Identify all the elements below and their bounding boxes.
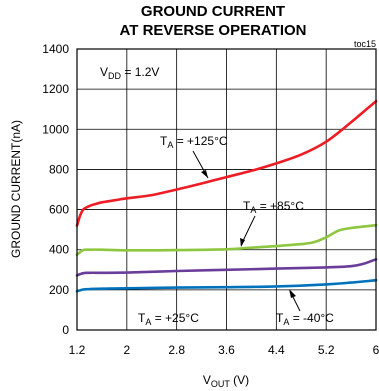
x-axis-label: VOUT (V) (203, 373, 249, 389)
x-tick-label: 2 (123, 343, 130, 357)
annotation-25c: TA = +25°C (138, 311, 199, 327)
annotation-125c-text: TA = +125°C (160, 134, 228, 150)
annotation-minus40c-text: TA = -40°C (276, 311, 334, 327)
chart-title-line2: AT REVERSE OPERATION (120, 22, 307, 39)
annotation-25c-text: TA = +25°C (138, 311, 199, 327)
y-tick-label: 800 (49, 162, 69, 176)
x-tick-label: 1.2 (69, 343, 86, 357)
y-tick-label: 600 (49, 203, 69, 217)
condition-rest: = 1.2V (121, 65, 159, 79)
x-tick-label: 2.8 (168, 343, 185, 357)
y-tick-label: 1200 (42, 82, 69, 96)
x-tick-label: 4.4 (268, 343, 285, 357)
series-minus40c-line (75, 278, 378, 293)
figure-tag: toc15 (354, 39, 376, 49)
y-tick-label: 1400 (42, 42, 69, 56)
series-85c-line (75, 223, 378, 256)
x-axis-label-main: V (203, 373, 211, 387)
series-25c-line (75, 258, 378, 277)
condition-label: VDD = 1.2V (100, 65, 159, 81)
series-125c-line (75, 99, 378, 227)
x-axis-label-sub: OUT (211, 379, 231, 389)
y-tick-label: 0 (62, 323, 69, 337)
annotation-85c-arrowhead (240, 238, 245, 247)
annotation-85c-text: TA = +85°C (243, 199, 304, 215)
condition-main: V (100, 65, 108, 79)
y-axis-label: GROUND CURRENT(nA) (9, 120, 23, 258)
annotation-125c-arrowhead (201, 170, 208, 178)
annotation-85c: TA = +85°C (240, 199, 304, 247)
chart-title-line1: GROUND CURRENT (141, 3, 285, 20)
annotation-minus40c-arrowhead (289, 289, 296, 298)
series-group (75, 99, 378, 293)
y-tick-label: 400 (49, 243, 69, 257)
x-tick-label: 3.6 (218, 343, 235, 357)
annotation-125c: TA = +125°C (160, 134, 228, 179)
y-tick-label: 200 (49, 283, 69, 297)
x-axis-label-unit: (V) (230, 373, 249, 387)
condition-sub: DD (108, 71, 121, 81)
plot-frame (76, 48, 377, 331)
y-tick-label: 1000 (42, 122, 69, 136)
tick-labels: 0 200 400 600 800 1000 1200 1400 1.2 2 2.8 3.6 4.4 5.… (42, 42, 379, 357)
annotation-minus40c: TA = -40°C (276, 289, 334, 327)
x-tick-label: 5.2 (318, 343, 335, 357)
x-tick-label: 6 (373, 343, 379, 357)
